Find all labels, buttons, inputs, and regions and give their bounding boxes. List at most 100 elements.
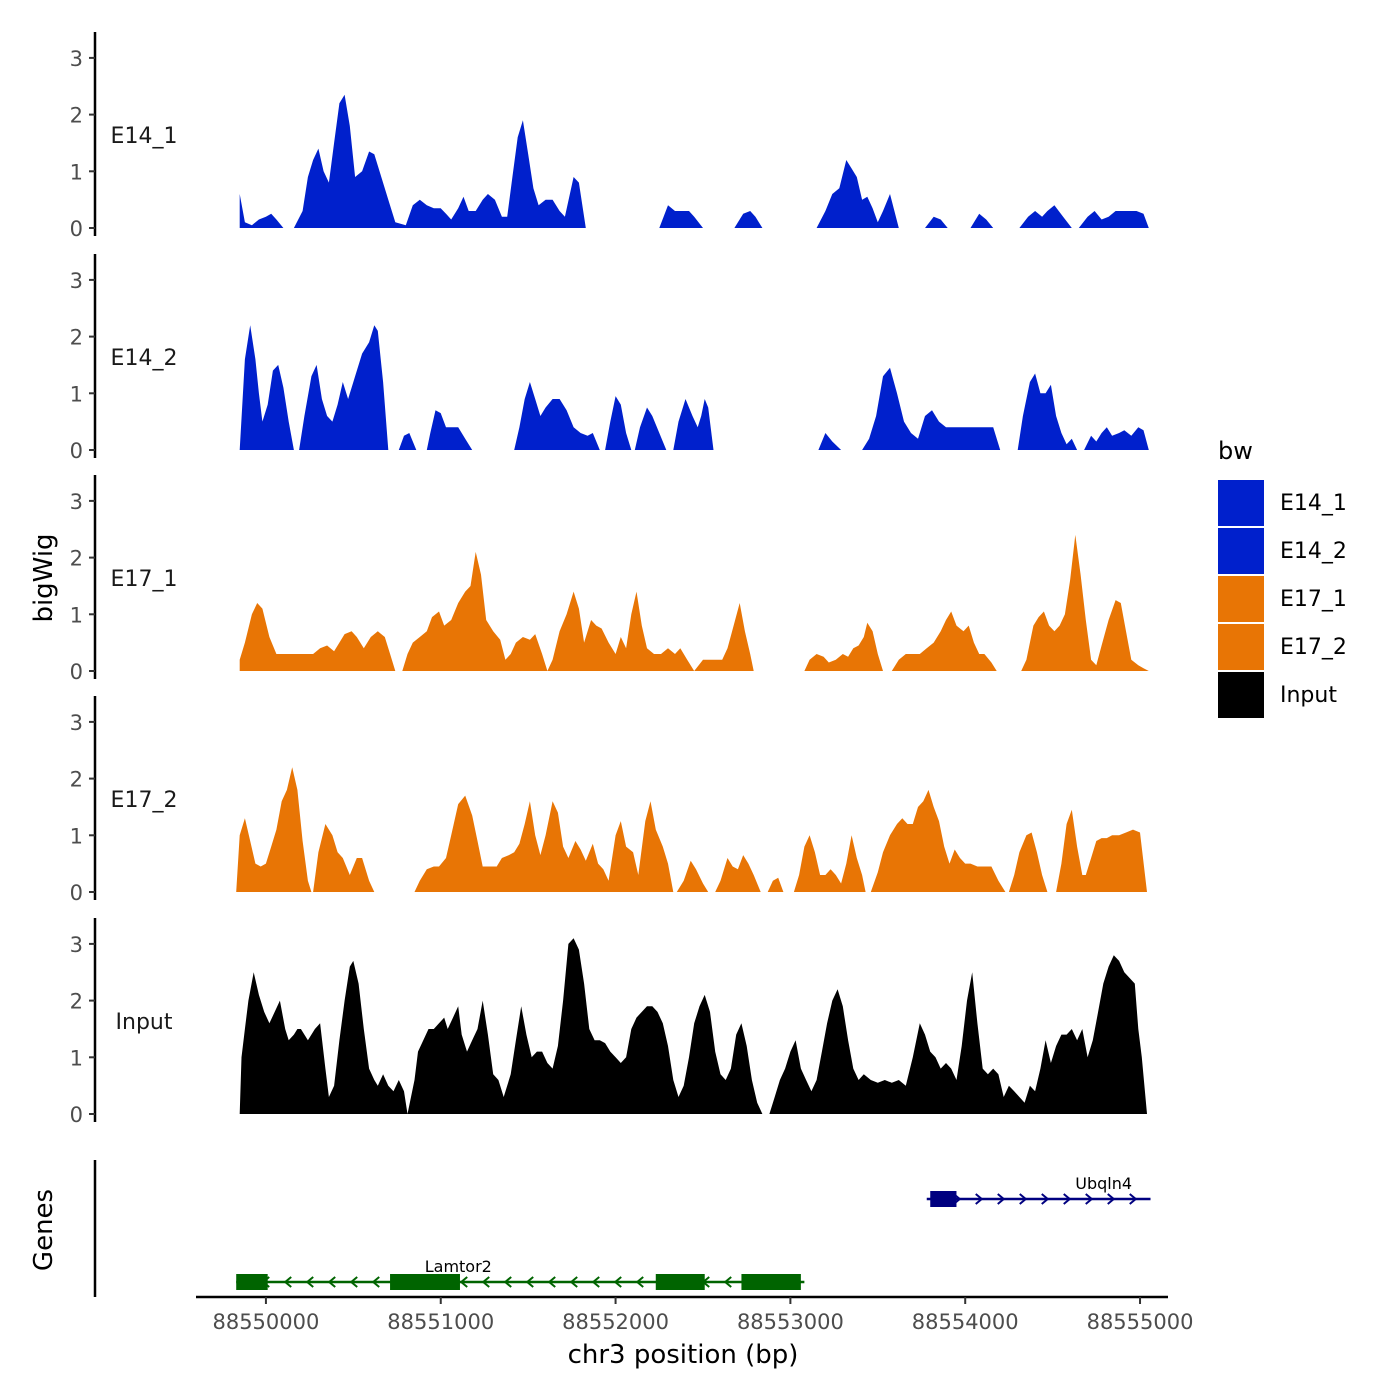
legend-label: E14_1 <box>1280 491 1347 516</box>
coverage-area <box>862 367 1001 450</box>
track-label: Input <box>116 1010 173 1035</box>
strand-arrow <box>613 1276 622 1288</box>
coverage-area <box>1021 534 1149 671</box>
track-label: E14_2 <box>111 346 178 371</box>
gene-label: Ubqln4 <box>1075 1174 1132 1193</box>
coverage-area <box>313 824 375 892</box>
y-tick-label: 1 <box>70 603 83 627</box>
coverage-area <box>414 795 674 892</box>
coverage-area <box>514 382 600 450</box>
coverage-area <box>767 877 784 892</box>
y-tick-label: 1 <box>70 1046 83 1070</box>
coverage-area <box>239 603 396 671</box>
y-tick-label: 3 <box>70 47 83 71</box>
bigwig-tracks: 0 1 2 3 E14_1 0 1 2 3 E14_2 0 1 2 3 E17_1 0 1 2 3 E17_2 0 1 2 3… <box>70 32 1149 1127</box>
legend-swatch <box>1218 480 1264 526</box>
strand-arrow <box>975 1193 984 1205</box>
coverage-area <box>398 433 417 450</box>
coverage-area <box>676 860 709 892</box>
coverage-area <box>634 407 667 450</box>
strand-arrow <box>591 1276 600 1288</box>
strand-arrow <box>305 1276 314 1288</box>
track-input: 0 1 2 3 Input <box>70 918 1147 1127</box>
strand-arrow <box>503 1276 512 1288</box>
x-axis: 88550000 88551000 88552000 88553000 88554000… <box>196 1295 1194 1334</box>
coverage-area <box>769 955 1147 1114</box>
y-tick-label: 3 <box>70 490 83 514</box>
strand-arrow <box>997 1193 1006 1205</box>
gene-label: Lamtor2 <box>425 1257 492 1276</box>
strand-arrow <box>481 1276 490 1288</box>
y-tick-label: 0 <box>70 217 83 241</box>
legend-label: E17_1 <box>1280 587 1347 612</box>
strand-arrow <box>1063 1193 1072 1205</box>
y-tick-label: 3 <box>70 933 83 957</box>
strand-arrow <box>525 1276 534 1288</box>
strand-arrow <box>1019 1193 1028 1205</box>
legend-swatch <box>1218 576 1264 622</box>
track-e17-2: 0 1 2 3 E17_2 <box>70 696 1147 905</box>
coverage-area <box>804 622 883 671</box>
strand-arrow <box>1041 1193 1050 1205</box>
x-tick-label: 88551000 <box>387 1310 494 1334</box>
exon <box>930 1191 957 1207</box>
x-tick-label: 88555000 <box>1087 1310 1194 1334</box>
x-tick-label: 88554000 <box>912 1310 1019 1334</box>
y-tick-label: 0 <box>70 439 83 463</box>
y-tick-label: 0 <box>70 1103 83 1127</box>
strand-arrow <box>547 1276 556 1288</box>
y-tick-label: 1 <box>70 824 83 848</box>
coverage-area <box>1084 427 1149 450</box>
y-tick-label: 3 <box>70 711 83 735</box>
y-tick-label: 3 <box>70 269 83 293</box>
coverage-area <box>299 325 389 450</box>
coverage-area <box>673 399 714 450</box>
y-tick-label: 0 <box>70 660 83 684</box>
coverage-area <box>605 396 632 450</box>
track-e14-1: 0 1 2 3 E14_1 <box>70 32 1149 241</box>
coverage-area <box>870 789 1006 892</box>
exon <box>741 1274 801 1290</box>
strand-arrow <box>635 1276 644 1288</box>
coverage-area <box>402 551 754 671</box>
coverage-area <box>818 433 842 450</box>
coverage-area <box>239 194 284 228</box>
y-tick-label: 2 <box>70 547 83 571</box>
coverage-area <box>793 835 866 892</box>
y-tick-label: 1 <box>70 160 83 184</box>
coverage-area <box>1019 205 1072 228</box>
exon <box>236 1274 268 1290</box>
coverage-area <box>970 213 994 228</box>
gene-ubqln4: Ubqln4 <box>926 1174 1151 1207</box>
coverage-area <box>1017 373 1078 450</box>
exon <box>655 1274 705 1290</box>
coverage-area <box>1078 211 1149 228</box>
coverage-area <box>239 938 763 1114</box>
track-label: E17_1 <box>111 567 178 592</box>
track-e14-2: 0 1 2 3 E14_2 <box>70 254 1149 463</box>
coverage-area <box>1008 832 1048 892</box>
track-e17-1: 0 1 2 3 E17_1 <box>70 475 1149 684</box>
coverage-area <box>239 325 294 450</box>
y-tick-label: 2 <box>70 990 83 1014</box>
x-tick-label: 88550000 <box>212 1310 319 1334</box>
gene-annotation-panel: Ubqln4 Lamtor2 <box>93 1160 1151 1297</box>
track-label: E17_2 <box>111 788 178 813</box>
y-axis-title: bigWig <box>29 533 59 622</box>
coverage-area <box>734 211 763 228</box>
x-axis-title: chr3 position (bp) <box>568 1340 799 1370</box>
legend-label: E17_2 <box>1280 635 1347 660</box>
legend-label: E14_2 <box>1280 539 1347 564</box>
coverage-area <box>293 94 586 228</box>
track-label: E14_1 <box>111 124 178 149</box>
strand-arrow <box>327 1276 336 1288</box>
y-tick-label: 0 <box>70 881 83 905</box>
y-tick-label: 2 <box>70 104 83 128</box>
coverage-area <box>715 855 761 892</box>
strand-arrow <box>1129 1193 1138 1205</box>
genes-axis-title: Genes <box>29 1189 59 1271</box>
legend-swatch <box>1218 624 1264 670</box>
strand-arrow <box>349 1276 358 1288</box>
strand-arrow <box>1085 1193 1094 1205</box>
strand-arrow <box>283 1276 292 1288</box>
